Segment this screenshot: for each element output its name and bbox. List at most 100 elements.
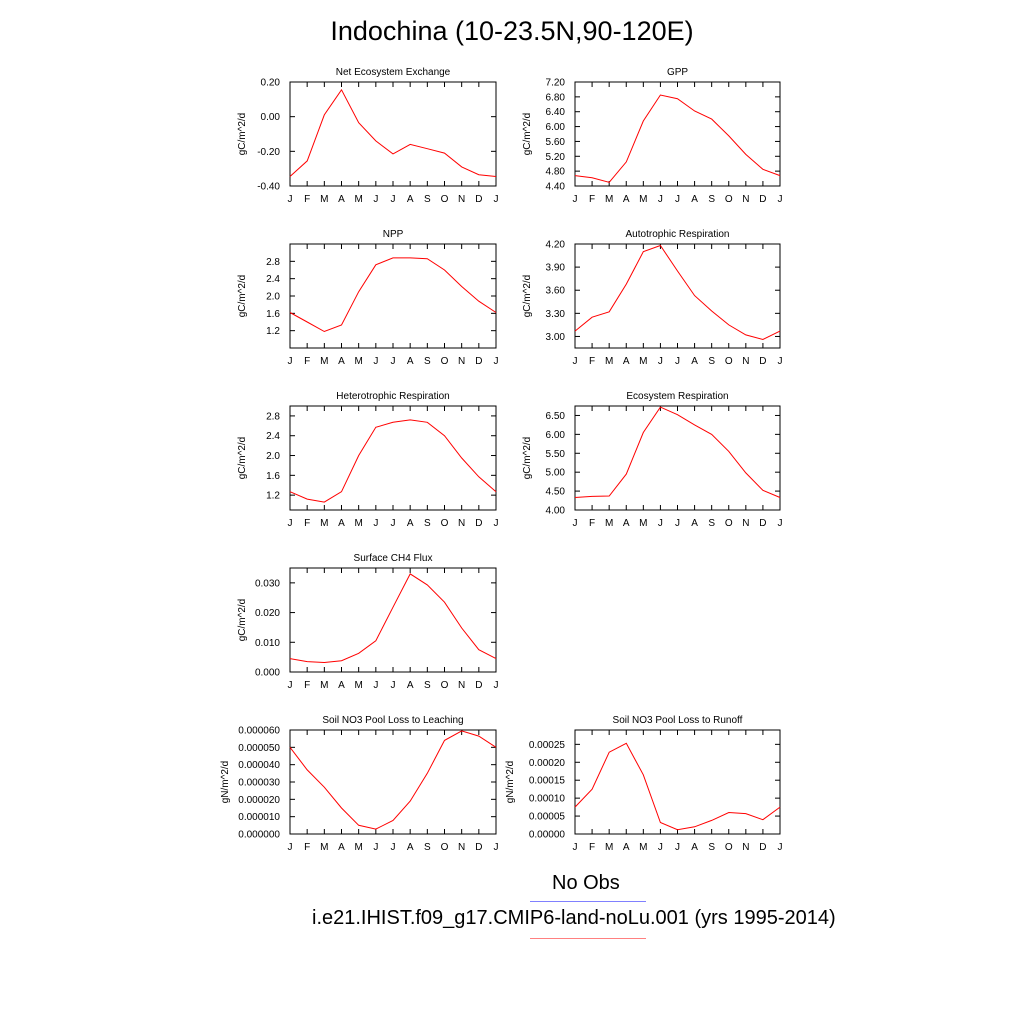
- y-tick-label: 5.60: [546, 137, 566, 148]
- x-tick-label: J: [573, 356, 578, 367]
- x-tick-label: J: [675, 518, 680, 529]
- x-tick-label: M: [354, 194, 362, 205]
- x-tick-label: J: [494, 194, 499, 205]
- x-tick-label: N: [458, 680, 465, 691]
- x-tick-label: M: [354, 356, 362, 367]
- x-tick-label: F: [589, 194, 595, 205]
- plot-frame: [289, 405, 497, 511]
- x-tick-label: S: [424, 356, 431, 367]
- y-tick-label: 0.000030: [238, 778, 280, 789]
- x-tick-label: N: [742, 356, 749, 367]
- x-tick-label: A: [407, 680, 414, 691]
- x-tick-label: D: [759, 518, 766, 529]
- x-tick-label: D: [759, 194, 766, 205]
- x-tick-label: M: [320, 680, 328, 691]
- series-line: [289, 573, 497, 664]
- y-tick-label: 2.8: [266, 411, 280, 422]
- y-tick-label: 5.00: [546, 468, 566, 479]
- x-tick-label: M: [605, 356, 613, 367]
- x-tick-label: O: [725, 194, 733, 205]
- x-tick-label: J: [391, 680, 396, 691]
- x-tick-label: A: [623, 194, 630, 205]
- y-tick-label: 4.50: [546, 487, 566, 498]
- plot-frame: [289, 243, 497, 349]
- x-tick-label: M: [605, 194, 613, 205]
- y-tick-label: 3.00: [546, 332, 566, 343]
- x-tick-label: A: [407, 356, 414, 367]
- x-tick-label: J: [373, 356, 378, 367]
- x-tick-label: D: [759, 842, 766, 853]
- y-tick-label: 3.30: [546, 309, 566, 320]
- x-tick-label: M: [639, 356, 647, 367]
- x-tick-label: S: [424, 842, 431, 853]
- y-axis-label: gC/m^2/d: [237, 113, 248, 156]
- x-tick-label: J: [494, 518, 499, 529]
- x-tick-label: J: [391, 842, 396, 853]
- y-tick-label: 0.000000: [238, 830, 280, 841]
- x-tick-label: M: [320, 842, 328, 853]
- y-tick-label: 6.00: [546, 430, 566, 441]
- x-tick-label: F: [304, 518, 310, 529]
- y-tick-label: 0.000040: [238, 760, 280, 771]
- panel-title: Surface CH4 Flux: [354, 553, 433, 564]
- x-tick-label: J: [778, 356, 783, 367]
- y-tick-label: 1.2: [266, 326, 280, 337]
- series-line: [289, 257, 497, 333]
- x-tick-label: S: [424, 680, 431, 691]
- x-tick-label: N: [742, 518, 749, 529]
- y-tick-label: 7.20: [546, 78, 566, 89]
- x-tick-label: J: [778, 194, 783, 205]
- legend-model-line: [530, 938, 646, 939]
- x-tick-label: O: [441, 356, 449, 367]
- y-tick-label: 0.00015: [529, 776, 566, 787]
- page-title: Indochina (10-23.5N,90-120E): [330, 16, 694, 46]
- x-tick-label: J: [658, 356, 663, 367]
- x-tick-label: A: [691, 194, 698, 205]
- x-tick-label: N: [458, 356, 465, 367]
- x-tick-label: J: [391, 518, 396, 529]
- x-tick-label: J: [373, 194, 378, 205]
- y-tick-label: 0.000050: [238, 743, 280, 754]
- x-tick-label: J: [288, 356, 293, 367]
- y-tick-label: 0.20: [261, 78, 281, 89]
- x-tick-label: J: [675, 842, 680, 853]
- x-tick-label: J: [288, 194, 293, 205]
- y-tick-label: 6.50: [546, 411, 566, 422]
- legend-obs-label: No Obs: [552, 872, 620, 894]
- y-tick-label: 3.60: [546, 286, 566, 297]
- y-tick-label: 5.50: [546, 449, 566, 460]
- panel-title: GPP: [667, 67, 688, 78]
- y-axis-label: gC/m^2/d: [522, 437, 533, 480]
- x-tick-label: J: [675, 194, 680, 205]
- plot-frame: [574, 243, 781, 349]
- panel-title: Ecosystem Respiration: [626, 391, 728, 402]
- legend-model-label: i.e21.IHIST.f09_g17.CMIP6-land-noLu.001 …: [312, 907, 836, 929]
- x-tick-label: J: [373, 518, 378, 529]
- y-tick-label: 0.00010: [529, 794, 566, 805]
- x-tick-label: D: [475, 518, 482, 529]
- x-tick-label: F: [304, 194, 310, 205]
- series-line: [574, 244, 781, 341]
- x-tick-label: M: [320, 356, 328, 367]
- x-tick-label: F: [304, 842, 310, 853]
- x-tick-label: J: [373, 680, 378, 691]
- y-axis-label: gC/m^2/d: [237, 437, 248, 480]
- x-tick-label: A: [691, 518, 698, 529]
- x-tick-label: M: [354, 518, 362, 529]
- x-tick-label: F: [304, 356, 310, 367]
- series-line: [289, 88, 497, 177]
- y-tick-label: 1.6: [266, 471, 280, 482]
- x-tick-label: A: [407, 194, 414, 205]
- x-tick-label: N: [458, 842, 465, 853]
- x-tick-label: A: [691, 842, 698, 853]
- x-tick-label: M: [639, 194, 647, 205]
- x-tick-label: S: [708, 356, 715, 367]
- x-tick-label: F: [589, 356, 595, 367]
- x-tick-label: O: [441, 194, 449, 205]
- y-tick-label: 1.2: [266, 491, 280, 502]
- x-tick-label: N: [458, 194, 465, 205]
- x-tick-label: J: [494, 356, 499, 367]
